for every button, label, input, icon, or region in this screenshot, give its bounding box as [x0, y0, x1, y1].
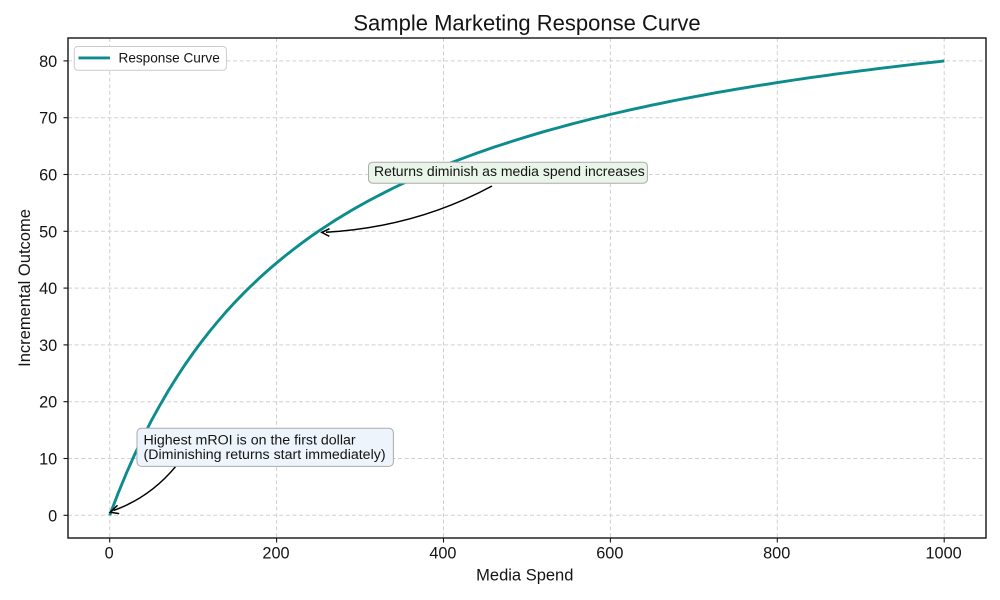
svg-text:800: 800	[763, 545, 790, 563]
svg-text:80: 80	[39, 53, 57, 71]
svg-text:Media Spend: Media Spend	[476, 566, 573, 584]
svg-text:200: 200	[262, 545, 289, 563]
svg-text:(Diminishing returns start imm: (Diminishing returns start immediately)	[144, 447, 386, 463]
svg-text:50: 50	[39, 223, 57, 241]
svg-text:Returns diminish as media spen: Returns diminish as media spend increase…	[374, 163, 645, 179]
svg-text:20: 20	[39, 394, 57, 412]
svg-text:Sample Marketing Response Curv: Sample Marketing Response Curve	[353, 10, 700, 35]
svg-text:0: 0	[48, 507, 57, 525]
svg-text:70: 70	[39, 110, 57, 128]
svg-text:Response Curve: Response Curve	[119, 51, 220, 66]
svg-text:600: 600	[596, 545, 623, 563]
svg-text:10: 10	[39, 451, 57, 469]
svg-text:400: 400	[429, 545, 456, 563]
svg-text:Incremental Outcome: Incremental Outcome	[16, 209, 34, 367]
svg-text:0: 0	[105, 545, 114, 563]
svg-text:1000: 1000	[925, 545, 961, 563]
svg-text:30: 30	[39, 337, 57, 355]
svg-text:Highest mROI is on the first d: Highest mROI is on the first dollar	[144, 432, 356, 448]
svg-text:40: 40	[39, 280, 57, 298]
svg-text:60: 60	[39, 167, 57, 185]
